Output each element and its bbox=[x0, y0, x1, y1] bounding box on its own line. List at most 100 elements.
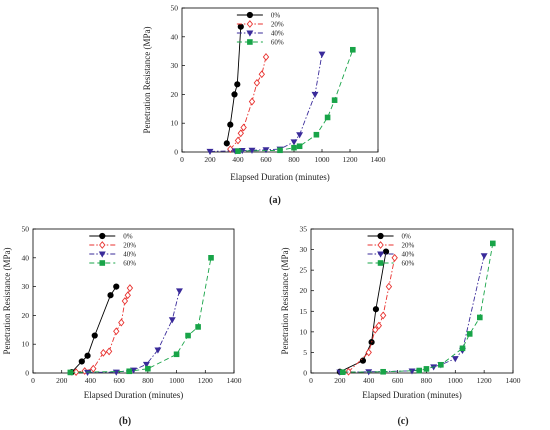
data-point bbox=[350, 46, 356, 53]
data-point bbox=[185, 332, 191, 339]
x-tick-label: 400 bbox=[85, 376, 97, 385]
y-axis-label: Penetration Resistance (MPa) bbox=[280, 248, 290, 355]
x-tick-label: 600 bbox=[114, 376, 126, 385]
data-point bbox=[423, 366, 430, 372]
data-point bbox=[91, 332, 98, 339]
data-point bbox=[121, 297, 129, 305]
data-point bbox=[262, 53, 270, 61]
data-point bbox=[480, 253, 488, 260]
legend-marker bbox=[99, 241, 106, 249]
y-tick-label: 50 bbox=[22, 225, 30, 234]
legend-label: 40% bbox=[402, 251, 415, 259]
series-0 bbox=[68, 283, 120, 376]
data-point bbox=[359, 357, 367, 364]
x-tick-label: 1000 bbox=[315, 155, 330, 164]
data-point bbox=[296, 132, 304, 139]
data-point bbox=[277, 147, 283, 154]
data-point bbox=[208, 255, 214, 261]
data-point bbox=[375, 321, 382, 330]
data-point bbox=[331, 97, 338, 103]
data-point bbox=[372, 325, 379, 334]
x-tick-label: 400 bbox=[232, 155, 244, 164]
data-point bbox=[311, 91, 319, 99]
legend-label: 20% bbox=[123, 242, 136, 250]
legend-label: 40% bbox=[123, 251, 136, 259]
data-point bbox=[324, 114, 331, 121]
data-point bbox=[173, 351, 180, 358]
series-line bbox=[339, 255, 485, 373]
series-2 bbox=[336, 253, 488, 376]
data-point bbox=[382, 248, 390, 255]
x-tick-label: 0 bbox=[31, 376, 35, 385]
data-point bbox=[206, 148, 214, 156]
data-point bbox=[105, 347, 113, 356]
x-tick-label: 1200 bbox=[198, 376, 213, 385]
legend-label: 40% bbox=[271, 30, 284, 38]
y-tick-label: 40 bbox=[22, 253, 30, 262]
y-tick-label: 25 bbox=[300, 266, 308, 275]
legend-marker bbox=[246, 11, 253, 19]
data-point bbox=[154, 347, 162, 354]
x-tick-label: 200 bbox=[204, 155, 216, 164]
y-tick-label: 10 bbox=[171, 119, 179, 128]
series-line bbox=[348, 257, 396, 373]
legend-label: 20% bbox=[402, 242, 415, 250]
x-tick-label: 400 bbox=[363, 376, 375, 385]
data-point bbox=[142, 361, 150, 368]
legend-marker bbox=[98, 251, 106, 258]
data-point bbox=[84, 369, 92, 377]
data-point bbox=[100, 348, 107, 357]
legend-label: 60% bbox=[271, 39, 284, 47]
data-point bbox=[248, 97, 256, 106]
series-3 bbox=[235, 46, 356, 154]
y-tick-label: 20 bbox=[300, 286, 308, 295]
data-point bbox=[385, 282, 393, 291]
x-tick-label: 1000 bbox=[169, 376, 184, 385]
y-tick-label: 40 bbox=[171, 32, 179, 41]
data-point bbox=[126, 284, 134, 292]
data-point bbox=[195, 324, 201, 330]
y-tick-label: 20 bbox=[171, 90, 179, 99]
y-tick-label: 10 bbox=[300, 327, 308, 336]
y-tick-label: 30 bbox=[300, 245, 308, 254]
data-point bbox=[223, 140, 230, 147]
x-tick-label: 200 bbox=[56, 376, 68, 385]
x-tick-label: 600 bbox=[392, 376, 404, 385]
x-tick-label: 800 bbox=[142, 376, 154, 385]
data-point bbox=[124, 291, 131, 300]
data-point bbox=[477, 314, 483, 321]
data-point bbox=[262, 147, 270, 154]
x-tick-label: 800 bbox=[288, 155, 300, 164]
y-tick-label: 20 bbox=[22, 311, 30, 320]
y-tick-label: 35 bbox=[300, 225, 308, 234]
x-tick-label: 1400 bbox=[371, 155, 386, 164]
y-tick-label: 5 bbox=[303, 348, 307, 357]
data-point bbox=[365, 348, 372, 357]
data-point bbox=[339, 369, 346, 375]
data-point bbox=[490, 240, 496, 247]
data-point bbox=[234, 81, 241, 88]
data-point bbox=[318, 51, 326, 58]
legend-label: 0% bbox=[271, 12, 281, 20]
series-line bbox=[229, 56, 267, 150]
data-point bbox=[90, 364, 97, 373]
y-tick-label: 0 bbox=[303, 369, 307, 378]
data-point bbox=[290, 139, 298, 146]
x-tick-label: 0 bbox=[309, 376, 313, 385]
y-axis-label: Penetration Resistance (MPa) bbox=[2, 248, 12, 355]
series-0 bbox=[336, 248, 390, 375]
data-point bbox=[380, 368, 386, 375]
legend: 0%20%40%60% bbox=[367, 233, 415, 268]
series-2 bbox=[206, 51, 326, 156]
data-point bbox=[235, 148, 241, 154]
y-tick-label: 10 bbox=[22, 340, 30, 349]
panel-label: (a) bbox=[269, 195, 281, 206]
data-point bbox=[451, 356, 459, 363]
data-point bbox=[72, 368, 80, 377]
series-line bbox=[339, 251, 387, 373]
legend: 0%20%40%60% bbox=[89, 233, 136, 268]
panel-label: (b) bbox=[119, 416, 131, 427]
data-point bbox=[466, 331, 473, 337]
x-tick-label: 600 bbox=[260, 155, 272, 164]
